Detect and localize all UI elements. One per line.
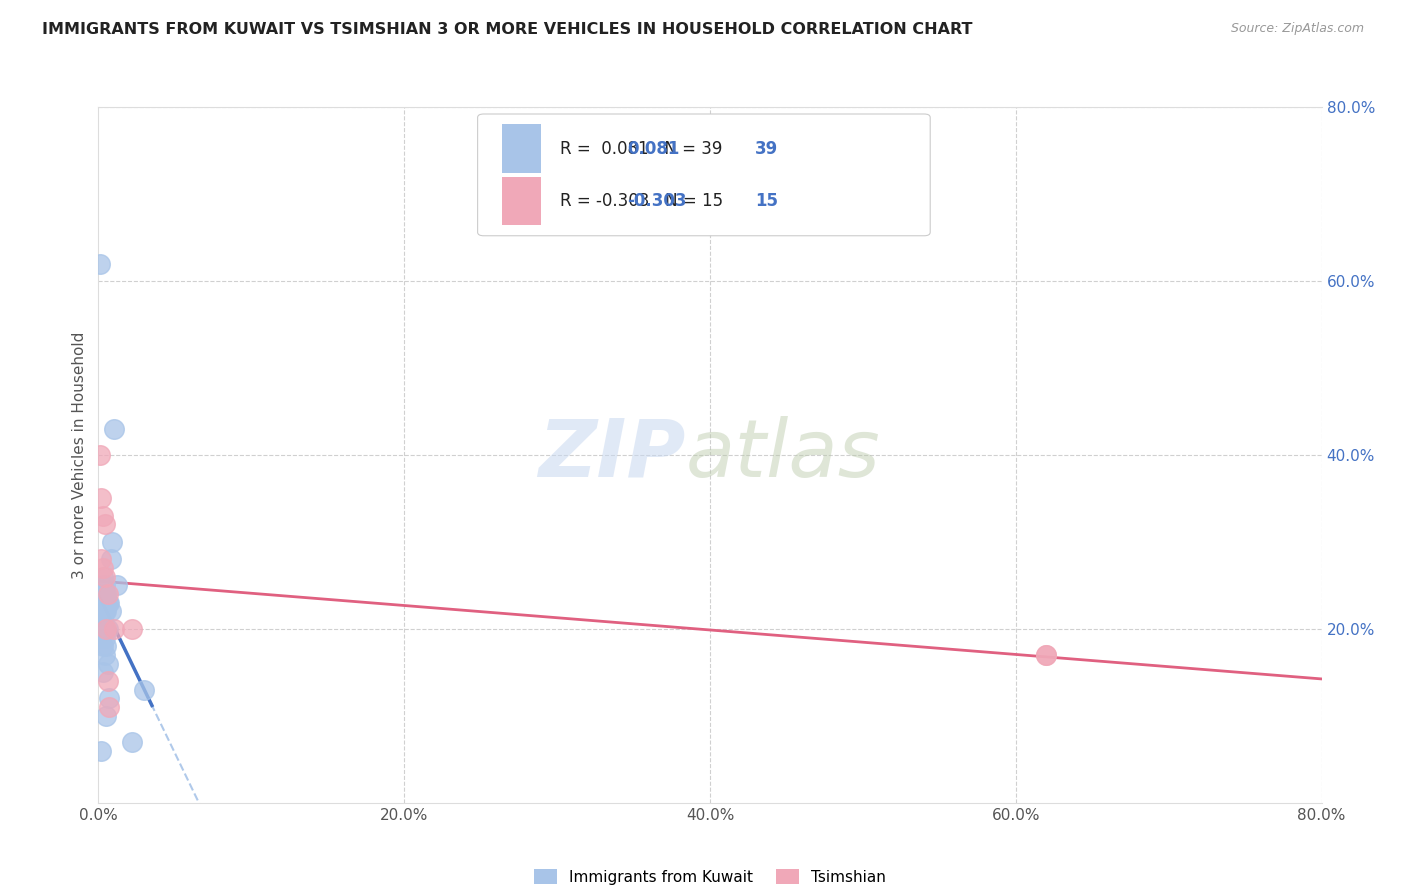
Text: atlas: atlas <box>686 416 880 494</box>
Point <box>91 508 114 523</box>
Point <box>90 744 112 758</box>
Point <box>98 700 121 714</box>
Text: Source: ZipAtlas.com: Source: ZipAtlas.com <box>1230 22 1364 36</box>
Point <box>93 587 115 601</box>
Y-axis label: 3 or more Vehicles in Household: 3 or more Vehicles in Household <box>72 331 87 579</box>
Point <box>1035 648 1057 662</box>
Point <box>93 596 115 610</box>
Point <box>91 639 114 653</box>
Point <box>97 657 120 671</box>
Point <box>103 422 125 436</box>
Point <box>94 622 117 636</box>
Point <box>91 596 114 610</box>
Point <box>94 596 117 610</box>
Point <box>90 552 112 566</box>
Text: 0.081: 0.081 <box>627 140 679 158</box>
Point <box>100 552 122 566</box>
Point <box>91 622 114 636</box>
Point <box>89 448 111 462</box>
Point <box>89 256 111 270</box>
Point <box>91 561 114 575</box>
Point <box>94 708 117 723</box>
Point <box>97 596 120 610</box>
Legend: Immigrants from Kuwait, Tsimshian: Immigrants from Kuwait, Tsimshian <box>527 863 893 891</box>
Point <box>93 570 115 584</box>
Point <box>121 735 143 749</box>
Point <box>90 631 112 645</box>
Point <box>91 570 114 584</box>
Point <box>91 613 114 627</box>
Bar <box>502 177 541 226</box>
Text: 15: 15 <box>755 192 779 210</box>
Point <box>93 605 115 619</box>
Point <box>103 622 125 636</box>
Point <box>98 596 121 610</box>
Point <box>90 605 112 619</box>
Point <box>90 613 112 627</box>
Point <box>93 648 115 662</box>
Point <box>93 622 115 636</box>
Point <box>134 682 156 697</box>
Point <box>93 631 115 645</box>
FancyBboxPatch shape <box>478 114 931 235</box>
Point <box>121 622 143 636</box>
Point <box>97 587 120 601</box>
Text: R = -0.303   N = 15: R = -0.303 N = 15 <box>560 192 723 210</box>
Point <box>94 605 117 619</box>
Point <box>94 639 117 653</box>
Point <box>97 674 120 689</box>
Point <box>90 491 112 506</box>
Point <box>91 665 114 680</box>
Bar <box>502 125 541 173</box>
Point <box>90 622 112 636</box>
Point <box>97 622 120 636</box>
Point <box>98 691 121 706</box>
Point <box>94 587 117 601</box>
Point <box>101 534 124 549</box>
Point <box>91 605 114 619</box>
Point <box>100 605 122 619</box>
Point <box>91 578 114 592</box>
Point <box>105 578 128 592</box>
Text: -0.303: -0.303 <box>627 192 686 210</box>
Text: IMMIGRANTS FROM KUWAIT VS TSIMSHIAN 3 OR MORE VEHICLES IN HOUSEHOLD CORRELATION : IMMIGRANTS FROM KUWAIT VS TSIMSHIAN 3 OR… <box>42 22 973 37</box>
Point <box>93 517 115 532</box>
Text: R =  0.081   N = 39: R = 0.081 N = 39 <box>560 140 721 158</box>
Text: ZIP: ZIP <box>538 416 686 494</box>
Point <box>1035 648 1057 662</box>
Text: 39: 39 <box>755 140 779 158</box>
Point <box>91 587 114 601</box>
Point <box>93 578 115 592</box>
